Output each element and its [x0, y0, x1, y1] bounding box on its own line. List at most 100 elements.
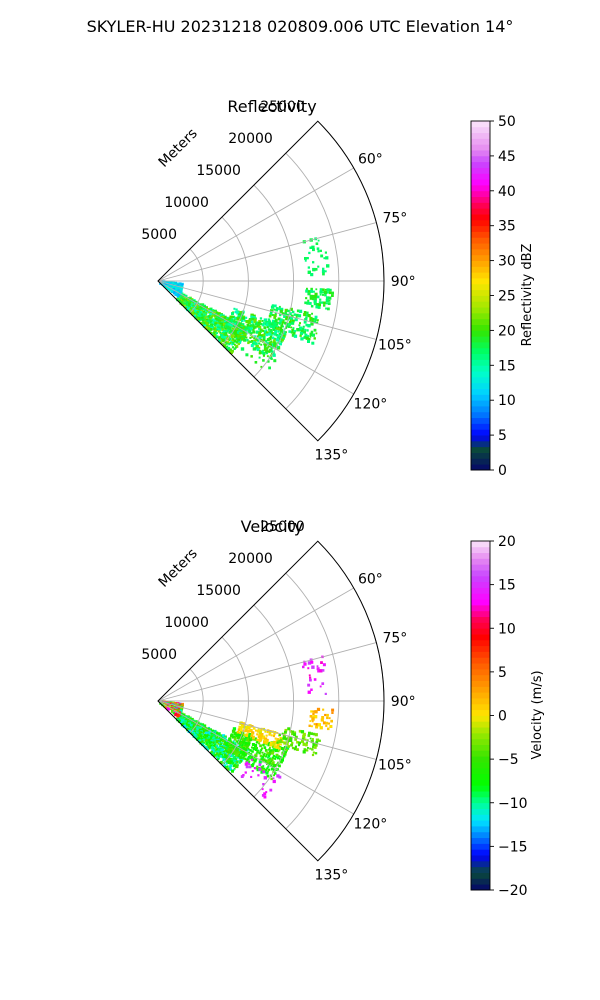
echo-gate — [278, 764, 281, 768]
echo-gate — [305, 314, 308, 317]
echo-gate — [220, 341, 223, 344]
echo-gate — [276, 336, 280, 340]
echo-gate — [226, 325, 230, 329]
colorbar-band — [471, 243, 490, 250]
echo-gate — [282, 325, 284, 328]
echo-gate — [235, 333, 238, 337]
echo-gate — [265, 771, 269, 775]
echo-gate — [199, 311, 202, 314]
echo-gate — [214, 750, 217, 753]
echo-gate — [267, 744, 270, 747]
echo-gate — [225, 743, 228, 747]
echo-gate — [239, 323, 242, 326]
echo-gate — [258, 767, 262, 771]
echo-gate — [324, 288, 327, 291]
echo-gate — [327, 727, 330, 731]
echo-gate — [297, 314, 302, 318]
echo-gate — [245, 745, 249, 749]
echo-gate — [303, 320, 307, 324]
colorbar-tick-label: 40 — [498, 184, 516, 200]
echo-gate — [172, 292, 175, 295]
echo-gate — [262, 754, 266, 757]
echo-gate — [291, 328, 295, 332]
echo-gate — [235, 753, 239, 757]
echo-gate — [271, 745, 274, 748]
echo-gate — [268, 351, 271, 353]
echo-gate — [321, 716, 325, 719]
azimuth-tick-label: 90° — [391, 694, 416, 710]
echo-gate — [248, 760, 251, 763]
echo-gate — [300, 730, 305, 734]
echo-gate — [224, 336, 228, 339]
range-tick-label: 25000 — [260, 519, 305, 535]
echo-gate — [221, 752, 225, 755]
echo-gate — [261, 794, 265, 797]
echo-gate — [240, 728, 243, 731]
echo-gate — [242, 330, 246, 334]
echo-gate — [244, 729, 248, 733]
echo-gate — [258, 737, 263, 741]
echo-gate — [220, 326, 224, 329]
echo-gate — [241, 725, 244, 728]
echo-gate — [264, 759, 268, 763]
echo-gate — [224, 765, 228, 769]
echo-gate — [233, 307, 236, 310]
echo-gate — [255, 330, 260, 334]
echo-gate — [268, 324, 271, 327]
echo-gate — [306, 257, 309, 260]
echo-gate — [231, 338, 235, 341]
colorbar-band — [471, 663, 490, 670]
echo-gate — [225, 342, 228, 345]
echo-gate — [233, 759, 237, 763]
colorbar-band — [471, 820, 490, 827]
echo-gate — [183, 304, 186, 308]
echo-gate — [301, 737, 305, 741]
colorbar-band — [471, 458, 490, 465]
echo-gate — [275, 753, 279, 757]
echo-gate — [269, 343, 272, 347]
echo-gate — [311, 312, 313, 315]
echo-gate — [270, 734, 273, 737]
echo-gate — [258, 328, 260, 330]
echo-gate — [275, 338, 279, 342]
echo-gate — [251, 770, 254, 773]
colorbar-band — [471, 616, 490, 623]
echo-gate — [229, 350, 233, 354]
echo-gate — [231, 769, 234, 773]
echo-gate — [309, 335, 312, 338]
echo-gate — [241, 743, 244, 746]
echo-gate — [269, 335, 273, 338]
echo-gate — [208, 741, 212, 745]
echo-gate — [311, 320, 314, 323]
range-tick-label: 10000 — [164, 195, 209, 211]
echo-gate — [319, 685, 322, 688]
echo-gate — [288, 320, 292, 324]
echo-gate — [309, 747, 312, 750]
echo-gate — [262, 765, 265, 767]
echo-gate — [247, 326, 251, 330]
echo-gate — [269, 741, 274, 745]
echo-gate — [311, 753, 315, 757]
echo-gate — [270, 767, 274, 771]
colorbar-band — [471, 446, 490, 453]
echo-gate — [272, 742, 276, 746]
echo-gate — [253, 735, 255, 738]
echo-gate — [237, 334, 241, 338]
echo-gate — [246, 738, 249, 742]
echo-gate — [236, 731, 240, 734]
echo-gate — [277, 739, 280, 742]
colorbar-band — [471, 860, 490, 868]
echo-gate — [228, 318, 231, 321]
echo-gate — [228, 349, 231, 352]
echo-gate — [240, 740, 243, 744]
echo-gate — [182, 298, 186, 302]
echo-gate — [206, 737, 210, 740]
echo-gate — [215, 755, 219, 758]
echo-gate — [190, 303, 194, 307]
echo-gate — [258, 763, 262, 767]
colorbar-band — [471, 587, 490, 594]
echo-gate — [229, 324, 233, 328]
echo-gate — [250, 734, 253, 738]
echo-gate — [319, 293, 322, 296]
